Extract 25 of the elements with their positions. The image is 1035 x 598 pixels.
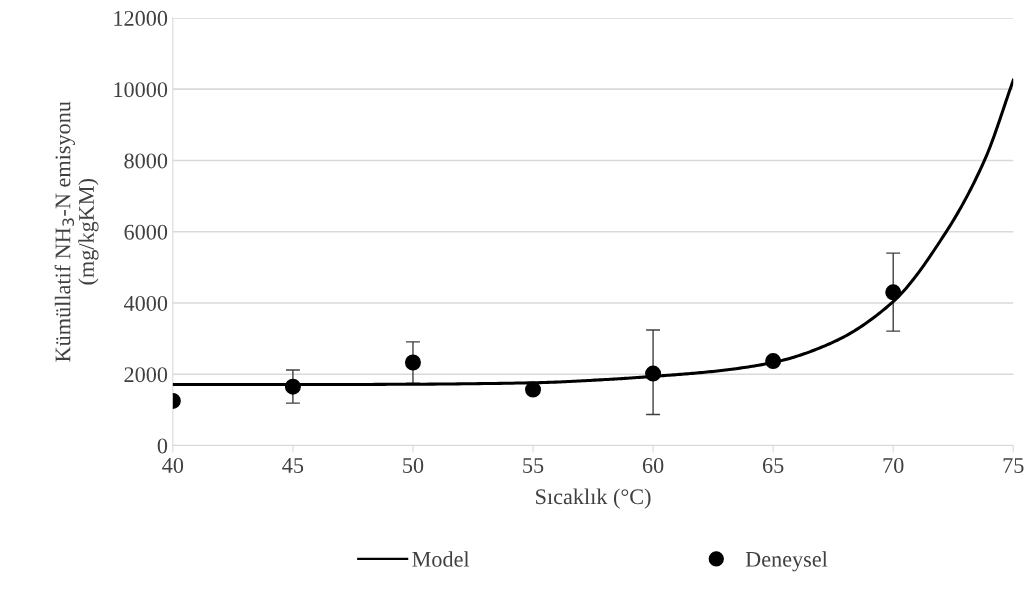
y-axis-title: Kümüllatif NH$_{3}$-N emisyonu (mg/kgKM): [54, 101, 99, 362]
point: [525, 381, 542, 398]
y-tick-label: 8000: [124, 153, 168, 169]
x-tick-label: 60: [642, 457, 664, 473]
y-tick-label: 4000: [123, 295, 168, 311]
y-tick-label: 12000: [114, 10, 168, 26]
y-tick-label: 6000: [124, 224, 168, 240]
x-tick-label: 45: [282, 458, 304, 473]
point: [645, 365, 662, 382]
point: [284, 378, 301, 395]
point: [404, 354, 421, 371]
point: [885, 284, 902, 301]
y-tick-label: 10000: [114, 82, 168, 98]
y-tick-label: 2000: [124, 367, 168, 383]
x-tick-label: 55: [523, 458, 544, 473]
x-tick-label: 65: [762, 458, 784, 473]
legend-label: Model: [412, 551, 470, 567]
y-tick-label: 0: [157, 438, 168, 454]
x-tick-label: 75: [1003, 458, 1024, 473]
x-axis-title: Sıcaklık (°C): [536, 488, 651, 509]
x-tick-label: 70: [883, 457, 904, 473]
legend-label: Deneysel: [745, 551, 828, 572]
point: [765, 353, 782, 370]
x-tick-label: 50: [403, 457, 424, 473]
x-tick-label: 40: [162, 457, 184, 473]
